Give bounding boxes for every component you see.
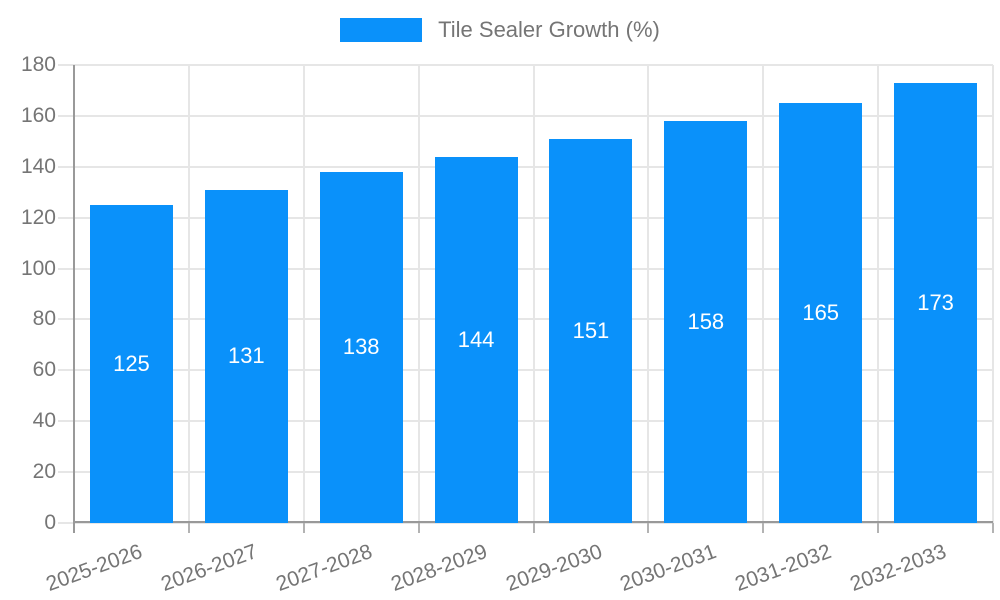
bar-value-label: 151 — [572, 317, 610, 343]
x-axis-line — [74, 521, 993, 523]
bar-value-label: 125 — [113, 350, 150, 376]
v-gridline — [762, 65, 765, 523]
h-gridline — [58, 471, 993, 474]
y-axis-label: 60 — [32, 358, 56, 382]
x-axis-label: 2030-2031 — [617, 540, 720, 596]
bar[interactable] — [779, 103, 863, 523]
h-gridline — [58, 64, 993, 66]
legend-label: Tile Sealer Growth (%) — [438, 17, 660, 42]
bar-value-label: 158 — [687, 308, 725, 334]
y-axis-label: 140 — [20, 154, 56, 178]
y-axis-label: 120 — [20, 205, 56, 229]
h-gridline — [58, 420, 993, 423]
h-gridline — [58, 318, 993, 321]
x-axis-tick — [762, 523, 765, 533]
v-gridline — [417, 65, 420, 523]
x-axis-label: 2026-2027 — [157, 540, 261, 596]
h-gridline — [58, 267, 993, 270]
x-axis-label: 2029-2030 — [502, 540, 605, 596]
bar-value-label: 173 — [917, 289, 954, 315]
h-gridline — [58, 216, 993, 219]
bar[interactable] — [664, 120, 748, 523]
bar[interactable] — [434, 156, 518, 523]
v-gridline — [992, 65, 994, 523]
bar[interactable] — [89, 204, 173, 523]
legend-swatch-icon — [340, 18, 423, 42]
legend[interactable]: Tile Sealer Growth (%) — [0, 17, 1000, 43]
plot-area: 125 131 138 144 151 158 165 173 — [58, 64, 994, 533]
bar[interactable] — [549, 138, 633, 523]
v-gridline — [532, 65, 535, 523]
x-axis-label: 2032-2033 — [847, 540, 950, 596]
x-axis-tick — [302, 523, 305, 533]
x-axis-tick — [647, 523, 650, 533]
bar[interactable] — [319, 171, 403, 523]
v-gridline — [302, 65, 305, 523]
bar-value-label: 131 — [227, 343, 265, 369]
y-axis-label: 0 — [44, 511, 56, 534]
x-axis-label: 2025-2026 — [43, 540, 146, 596]
x-axis-label: 2028-2029 — [387, 540, 490, 596]
h-gridline — [58, 165, 993, 168]
x-axis-tick — [992, 523, 994, 533]
x-axis-tick — [187, 523, 190, 533]
x-axis-tick — [417, 523, 420, 533]
y-axis-label: 160 — [20, 103, 56, 127]
x-axis-label: 2031-2032 — [732, 540, 835, 596]
bar[interactable] — [894, 82, 978, 523]
v-gridline — [877, 65, 880, 523]
bar-value-label: 144 — [457, 326, 495, 352]
y-axis-label: 180 — [20, 53, 56, 76]
bar-value-label: 138 — [342, 334, 380, 360]
v-gridline — [647, 65, 650, 523]
x-axis-tick — [877, 523, 880, 533]
h-gridline — [58, 369, 993, 372]
y-axis-label: 20 — [32, 460, 56, 484]
h-gridline — [58, 522, 993, 524]
x-axis-tick — [532, 523, 535, 533]
y-axis-label: 100 — [20, 256, 56, 280]
y-axis-label: 40 — [32, 409, 56, 433]
x-axis-label: 2027-2028 — [272, 540, 376, 596]
bar[interactable] — [204, 189, 288, 523]
y-axis-line — [73, 65, 75, 533]
y-axis-label: 80 — [32, 307, 56, 331]
h-gridline — [58, 114, 993, 117]
bar-value-label: 165 — [802, 300, 840, 326]
v-gridline — [187, 65, 190, 523]
